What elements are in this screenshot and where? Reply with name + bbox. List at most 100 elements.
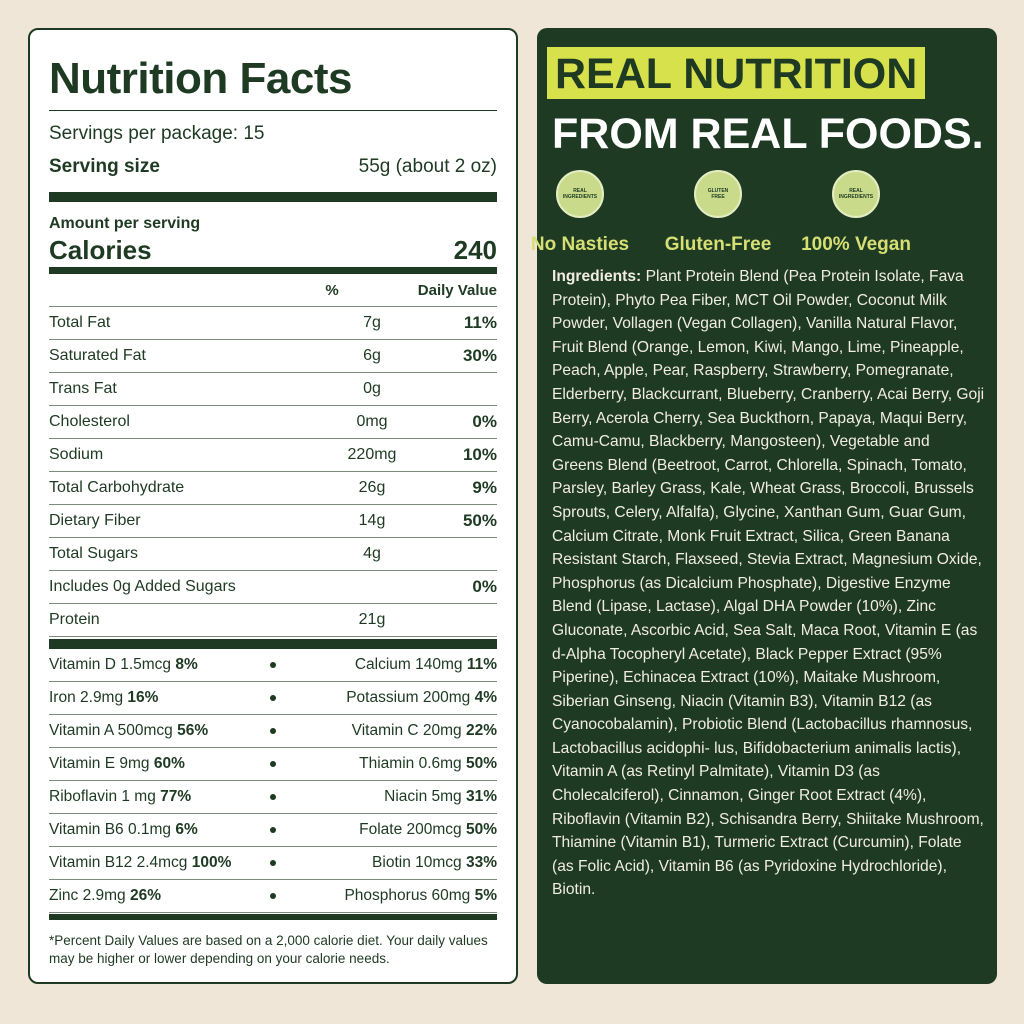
vitamin-name: Riboflavin 1 mg <box>49 788 156 805</box>
vitamin-dv: 5% <box>474 887 497 904</box>
header-dv: Daily Value <box>417 281 497 299</box>
vitamin-name: Folate 200mcg <box>359 821 462 838</box>
thick-rule <box>49 914 497 920</box>
vitamin-dv: 50% <box>465 755 497 772</box>
vitamin-name: Iron 2.9mg <box>49 689 124 706</box>
rule <box>49 110 497 111</box>
label-title: Nutrition Facts <box>49 54 352 103</box>
nutrient-dv: 11% <box>463 313 497 332</box>
badge-label: No Nasties <box>530 234 630 255</box>
vitamin-dv: 60% <box>153 755 185 772</box>
header-row: % Daily Value <box>49 274 497 307</box>
vitamin-name: Vitamin E 9mg <box>49 755 150 772</box>
nutrient-dv: 0% <box>472 412 497 431</box>
vitamin-left: Iron 2.9mg 16% <box>49 689 270 707</box>
nutrient-row: Saturated Fat 6g 30% <box>49 340 497 373</box>
vitamin-dv: 33% <box>465 854 497 871</box>
vitamin-dv: 100% <box>191 854 232 871</box>
vitamin-dv: 50% <box>465 821 497 838</box>
vitamin-dv: 31% <box>465 788 497 805</box>
nutrient-amount: 0mg <box>356 413 388 430</box>
vitamin-dv: 77% <box>160 788 192 805</box>
vitamin-right: Phosphorus 60mg 5% <box>276 887 497 905</box>
ingredients-text: Plant Protein Blend (Pea Protein Isolate… <box>552 268 985 899</box>
vitamin-right: Niacin 5mg 31% <box>276 788 497 806</box>
badge-label: Gluten-Free <box>664 234 772 255</box>
badge: REAL INGREDIENTS 100% Vegan <box>781 170 931 256</box>
headline-1: REAL NUTRITION <box>547 47 926 99</box>
vitamin-name: Biotin 10mcg <box>372 854 462 871</box>
nutrient-name: Cholesterol <box>49 413 130 430</box>
serving-size-label: Serving size <box>49 156 160 177</box>
nutrient-amount: 21g <box>358 611 386 628</box>
bullet <box>270 794 276 800</box>
nutrient-name: Total Sugars <box>49 545 138 562</box>
vitamin-name: Calcium 140mg <box>354 656 463 673</box>
badge-label: 100% Vegan <box>801 234 911 255</box>
vitamin-row: Iron 2.9mg 16% Potassium 200mg 4% <box>49 682 497 715</box>
nutrient-amount: 4g <box>363 545 381 562</box>
thick-rule <box>49 267 497 274</box>
vitamin-dv: 22% <box>465 722 497 739</box>
vitamin-row: Vitamin A 500mcg 56% Vitamin C 20mg 22% <box>49 715 497 748</box>
nutrient-amount: 7g <box>363 314 381 331</box>
badge-icon: REAL INGREDIENTS <box>556 170 604 218</box>
vitamin-name: Vitamin A 500mcg <box>49 722 173 739</box>
vitamin-row: Riboflavin 1 mg 77% Niacin 5mg 31% <box>49 781 497 814</box>
vitamin-left: Vitamin D 1.5mcg 8% <box>49 656 270 674</box>
vitamin-left: Zinc 2.9mg 26% <box>49 887 270 905</box>
vitamin-name: Phosphorus 60mg <box>344 887 471 904</box>
bullet <box>270 860 276 866</box>
footnote: *Percent Daily Values are based on a 2,0… <box>49 933 488 966</box>
nutrition-label: Nutrition Facts Servings per package: 15… <box>28 28 518 984</box>
vitamin-row: Vitamin B12 2.4mcg 100% Biotin 10mcg 33% <box>49 847 497 880</box>
vitamin-left: Vitamin B6 0.1mg 6% <box>49 821 270 839</box>
nutrient-row: Protein 21g <box>49 604 497 637</box>
nutrient-name: Trans Fat <box>49 380 117 397</box>
header-pct: % <box>325 281 339 299</box>
vitamin-dv: 8% <box>175 656 198 673</box>
nutrient-amount: 6g <box>363 347 381 364</box>
nutrient-row: Trans Fat 0g <box>49 373 497 406</box>
vitamin-right: Vitamin C 20mg 22% <box>276 722 497 740</box>
vitamin-left: Riboflavin 1 mg 77% <box>49 788 270 806</box>
vitamin-left: Vitamin A 500mcg 56% <box>49 722 270 740</box>
calories-label: Calories <box>49 234 152 265</box>
vitamin-rows: Vitamin D 1.5mcg 8% Calcium 140mg 11% Iron… <box>49 649 497 913</box>
serving-size-line: Serving size 55g (about 2 oz) <box>49 153 497 181</box>
vitamin-dv: 56% <box>177 722 209 739</box>
calories-line: Calories 240 <box>49 233 497 267</box>
nutrient-row: Includes 0g Added Sugars 0% <box>49 571 497 604</box>
nutrient-name: Sodium <box>49 446 104 463</box>
vitamin-dv: 4% <box>474 689 497 706</box>
nutrient-name: Protein <box>49 611 100 628</box>
nutrient-row: Total Carbohydrate 26g 9% <box>49 472 497 505</box>
ingredients: Ingredients: Plant Protein Blend (Pea Pr… <box>552 265 985 902</box>
nutrient-row: Cholesterol 0mg 0% <box>49 406 497 439</box>
vitamin-right: Biotin 10mcg 33% <box>276 854 497 872</box>
nutrient-dv: 9% <box>472 478 497 497</box>
vitamin-left: Vitamin E 9mg 60% <box>49 755 270 773</box>
vitamin-name: Niacin 5mg <box>384 788 462 805</box>
thick-rule <box>49 192 497 202</box>
vitamin-name: Thiamin 0.6mg <box>359 755 462 772</box>
vitamin-row: Vitamin E 9mg 60% Thiamin 0.6mg 50% <box>49 748 497 781</box>
bullet <box>270 827 276 833</box>
nutrient-dv: 30% <box>462 346 497 365</box>
promo-panel: REAL NUTRITION FROM REAL FOODS. REAL ING… <box>531 28 997 984</box>
servings: Servings per package: 15 <box>49 123 265 144</box>
nutrient-amount: 220mg <box>347 446 397 463</box>
bullet <box>270 761 276 767</box>
vitamin-dv: 11% <box>466 656 497 673</box>
nutrient-amount: 26g <box>358 479 386 496</box>
nutrient-amount: 0g <box>363 380 381 397</box>
bullet <box>270 893 276 899</box>
vitamin-name: Vitamin C 20mg <box>351 722 462 739</box>
badge-icon: REAL INGREDIENTS <box>832 170 880 218</box>
amount-per-serving: Amount per serving <box>49 215 201 232</box>
vitamin-right: Potassium 200mg 4% <box>276 689 497 707</box>
bullet <box>270 695 276 701</box>
nutrient-amount: 14g <box>358 512 386 529</box>
nutrient-row: Sodium 220mg 10% <box>49 439 497 472</box>
